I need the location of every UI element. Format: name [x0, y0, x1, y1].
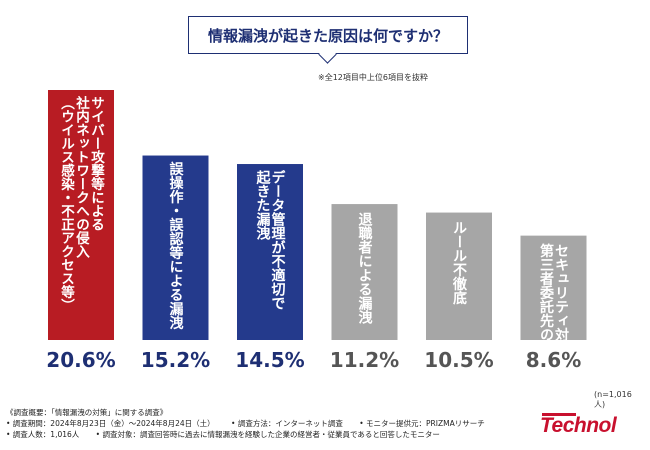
footer-row-2: • 調査人数：1,016人 • 調査対象：調査回答時に過去に情報漏洩を経験した企…	[6, 429, 526, 440]
footer-heading: 《調査概要：「情報漏洩の対策」に関する調査》	[6, 408, 168, 417]
chart-card: サイバー攻撃等による 社内ネットワークへの侵入 （ウイルス感染・不正アクセス等） 20…	[8, 4, 642, 409]
value-label-1: 20.6%	[46, 348, 115, 372]
survey-footer: 《調査概要：「情報漏洩の対策」に関する調査》 • 調査期間：2024年8月23日…	[6, 407, 526, 440]
bar-2	[142, 155, 209, 340]
bar-label-2-1: 誤操作・誤認等による漏洩	[168, 161, 184, 331]
footer-people: • 調査人数：1,016人	[6, 430, 80, 439]
bar-3	[237, 164, 303, 340]
bar-label-4-1: 退職者による漏洩	[357, 212, 373, 325]
footer-method: • 調査方法：インターネット調査	[231, 419, 343, 428]
bar-label-1-2: 社内ネットワークへの侵入	[73, 95, 91, 259]
chart-title: 情報漏洩が起きた原因は何ですか？	[188, 16, 468, 54]
footer-row-1: • 調査期間：2024年8月23日（金）〜2024年8月24日（土） • 調査方…	[6, 418, 526, 429]
value-label-3: 14.5%	[235, 348, 304, 372]
sample-size: (n=1,016人)	[594, 390, 632, 409]
bar-label-1-3: （ウイルス感染・不正アクセス等）	[58, 96, 76, 312]
bar-label-5-1: ルール不徹底	[451, 221, 468, 306]
bar-label-3-2: 起きた漏洩	[255, 169, 272, 241]
footer-period: • 調査期間：2024年8月23日（金）〜2024年8月24日（土）	[6, 419, 215, 428]
bar-6	[520, 235, 587, 340]
bar-label-3-1: データ管理が不適切で	[270, 169, 286, 310]
bar-5	[426, 212, 492, 340]
technol-logo: Technol	[540, 413, 617, 437]
footer-provider: • モニター提供元：PRIZMAリサーチ	[359, 419, 485, 428]
bar-4	[331, 204, 398, 340]
footer-target: • 調査対象：調査回答時に過去に情報漏洩を経験した企業の経営者・従業員であると回…	[95, 430, 440, 439]
bar-label-6-1: セキュリティ対策の不備	[553, 244, 570, 399]
value-label-4: 11.2%	[330, 348, 399, 372]
value-label-2: 15.2%	[141, 348, 210, 372]
value-label-6: 8.6%	[526, 348, 581, 372]
chart-note: ※全12項目中上位6項目を抜粋	[318, 73, 428, 82]
value-label-5: 10.5%	[424, 348, 493, 372]
bar-1	[48, 90, 114, 340]
bar-label-6-2: 第三者委託先の	[538, 243, 555, 342]
bar-label-1-1: サイバー攻撃等による	[88, 96, 105, 232]
